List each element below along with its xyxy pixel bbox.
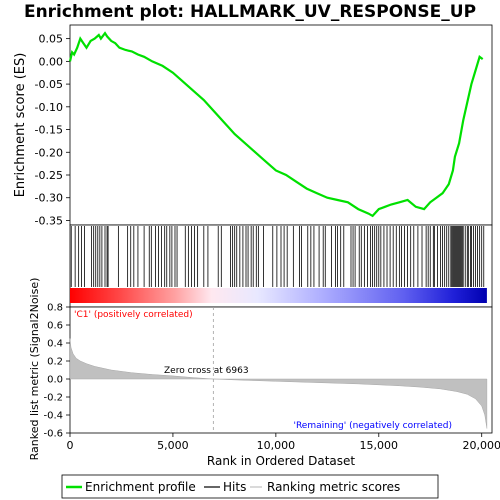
negative-correlation-label: 'Remaining' (negatively correlated) (293, 421, 452, 431)
legend: Enrichment profile Hits Ranking metric s… (61, 474, 439, 499)
hits-panel (69, 224, 493, 308)
metric-y-tick-label: 0.2 (47, 357, 63, 368)
x-axis: 0 5,000 10,000 15,000 20,000 (67, 433, 500, 452)
enrichment-profile-line (68, 31, 484, 218)
chart-title: Enrichment plot: HALLMARK_UV_RESPONSE_UP (24, 2, 476, 22)
positive-correlation-label: 'C1' (positively correlated) (74, 310, 193, 320)
es-y-axis: 0.05 0.00 -0.05 -0.10 -0.15 -0.20 -0.25 -0.30 -0… (35, 33, 70, 227)
es-y-tick-label: -0.05 (35, 78, 63, 91)
x-tick-label: 0 (67, 439, 74, 452)
es-y-tick-label: -0.25 (35, 169, 63, 182)
metric-y-tick-label: 0.8 (47, 303, 63, 314)
metric-y-tick-label: 0.4 (47, 339, 63, 350)
x-tick-label: 5,000 (157, 439, 189, 452)
hit-markers (70, 226, 485, 287)
es-panel: 0.05 0.00 -0.05 -0.10 -0.15 -0.20 -0.25 -0.30 -0… (13, 24, 493, 227)
metric-y-tick-label: -0.4 (43, 411, 63, 422)
metric-plot-area (69, 306, 493, 434)
legend-label-metric: Ranking metric scores (267, 480, 400, 494)
metric-y-tick-label: 0.6 (47, 321, 63, 332)
metric-y-tick-label: 0.0 (47, 375, 63, 386)
metric-y-tick-label: -0.2 (43, 393, 63, 404)
x-tick-label: 10,000 (257, 439, 296, 452)
x-tick-label: 15,000 (360, 439, 399, 452)
es-y-tick-label: -0.10 (35, 101, 63, 114)
legend-label-enrichment: Enrichment profile (85, 480, 196, 494)
metric-y-axis: 0.8 0.6 0.4 0.2 0.0 -0.2 -0.4 -0.6 (43, 303, 70, 440)
zero-cross-label: Zero cross at 6963 (164, 366, 249, 376)
legend-label-hits: Hits (223, 480, 246, 494)
es-y-tick-label: -0.20 (35, 146, 63, 159)
ranking-color-bar (70, 288, 487, 303)
metric-panel: 0.8 0.6 0.4 0.2 0.0 -0.2 -0.4 -0.6 0 5,000 10,000… (28, 278, 500, 468)
x-tick-label: 20,000 (462, 439, 500, 452)
es-y-axis-label: Enrichment score (ES) (13, 53, 28, 198)
es-y-tick-label: -0.15 (35, 124, 63, 137)
x-axis-label: Rank in Ordered Dataset (207, 454, 355, 468)
es-y-tick-label: -0.30 (35, 192, 63, 205)
es-y-tick-label: 0.00 (39, 55, 64, 68)
es-y-tick-label: 0.05 (39, 33, 64, 46)
metric-y-tick-label: -0.6 (43, 429, 63, 440)
ranking-metric-area (69, 338, 488, 429)
es-y-tick-label: -0.35 (35, 214, 63, 227)
metric-y-axis-label: Ranked list metric (Signal2Noise) (28, 278, 41, 461)
es-plot-area (69, 24, 493, 226)
